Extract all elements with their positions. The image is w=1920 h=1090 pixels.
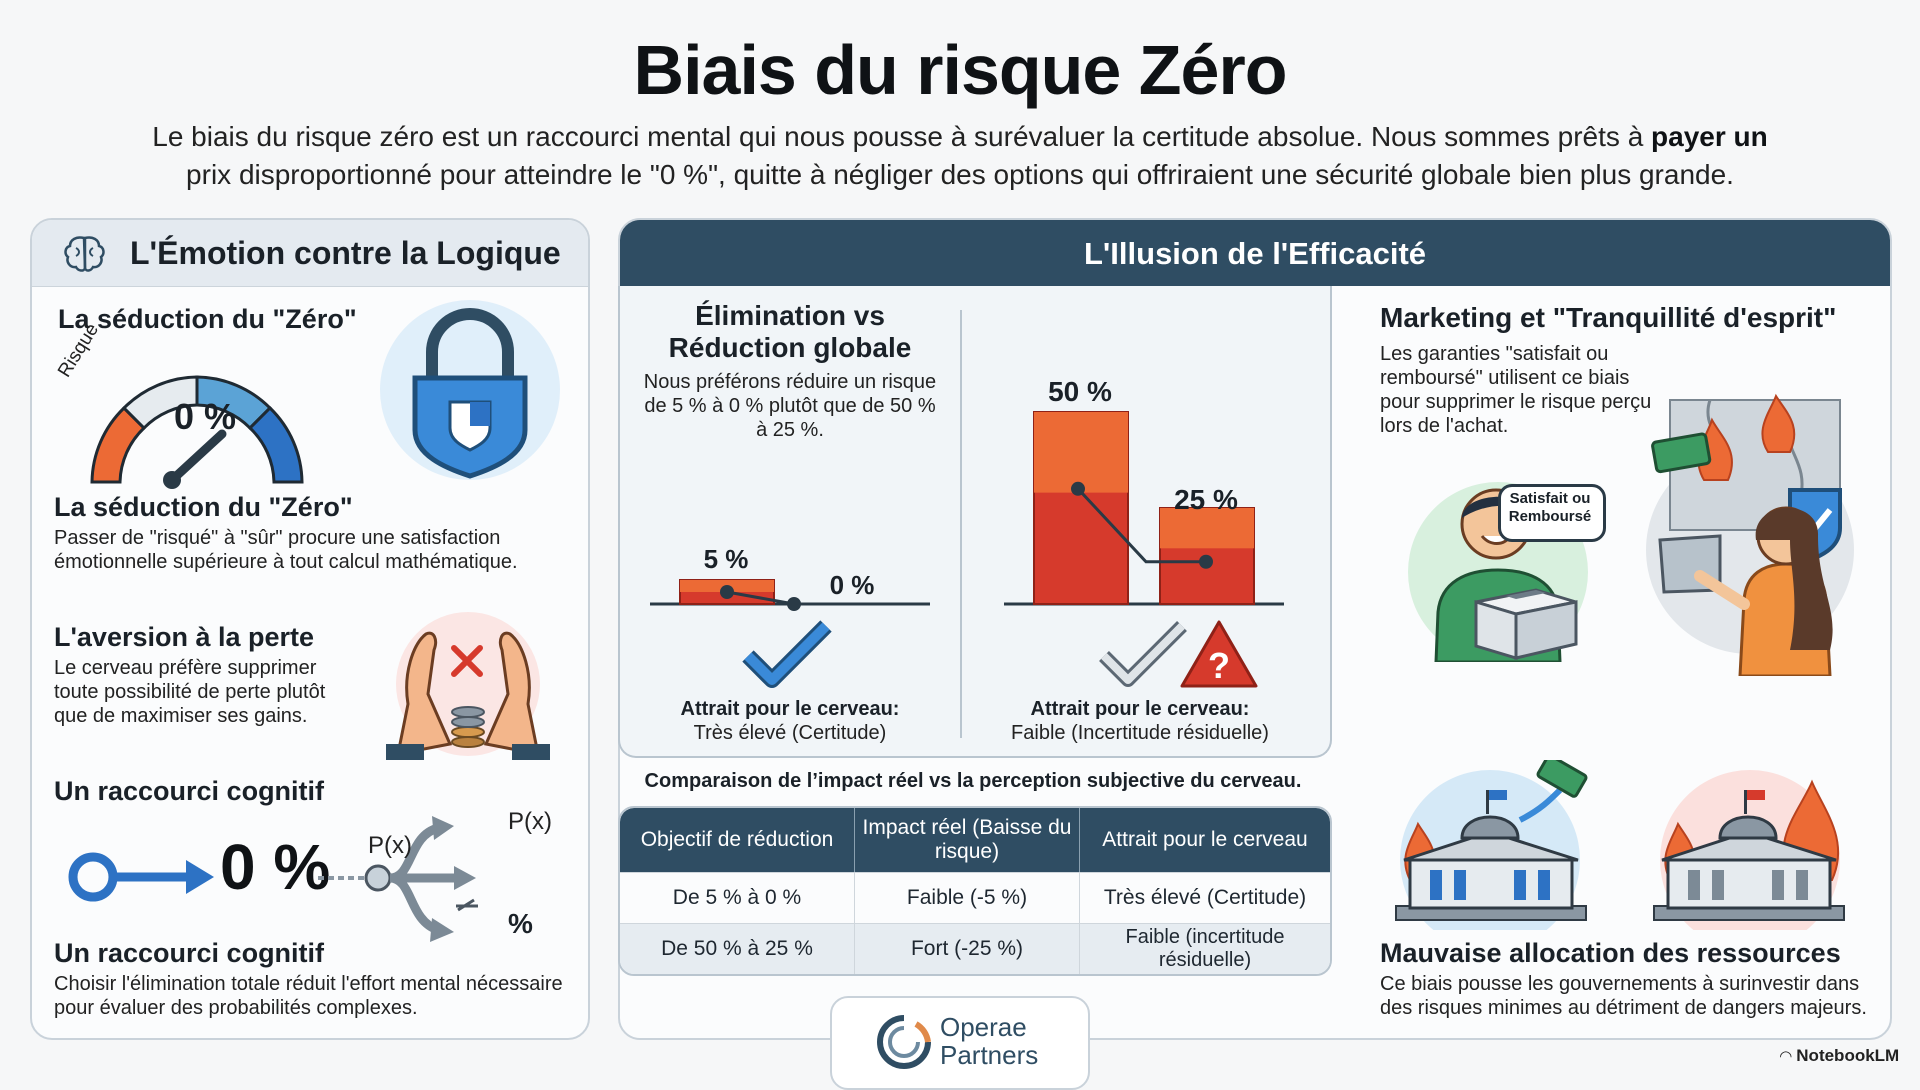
efficacy-panel-title: L'Illusion de l'Efficacité	[1083, 236, 1427, 271]
table-row: De 5 % à 0 % Faible (-5 %) Très élevé (C…	[620, 872, 1330, 923]
notebooklm-watermark: ◠ NotebookLM	[1780, 1046, 1900, 1065]
elimination-heading: Élimination vs Réduction globale	[668, 300, 912, 363]
chart-left-point-2	[787, 597, 801, 611]
table-header-appeal: Attrait pour le cerveau	[1079, 808, 1330, 872]
px-label-a: P(x)	[368, 832, 412, 859]
speech-bubble	[1498, 484, 1606, 542]
brand-name-1: Operae	[940, 1012, 1027, 1042]
page-title: Biais du risque Zéro	[633, 31, 1288, 109]
percent-label: %	[508, 908, 533, 939]
card-divider	[960, 310, 962, 738]
table-cell: De 5 % à 0 %	[620, 872, 854, 923]
shortcut-text: Choisir l'élimination totale réduit l'ef…	[54, 973, 563, 1019]
chart-right-caption: Faible (Incertitude résiduelle)	[1011, 722, 1269, 744]
intro-bold: payer un	[1651, 121, 1768, 152]
chart-left-label-1: 5 %	[703, 544, 749, 574]
chart-large-reduction	[1004, 411, 1284, 606]
hands-coins-icon	[386, 612, 550, 760]
comparison-table-wrap: Objectif de réduction Impact réel (Baiss…	[618, 806, 1332, 976]
brain-icon	[64, 236, 105, 272]
key-arrow-icon	[68, 852, 214, 902]
left-panel: L'Émotion contre la Logique La séduction…	[30, 218, 590, 1040]
warning-question-icon: ?	[1180, 620, 1258, 688]
government-building-water-icon	[1395, 760, 1588, 930]
chart-left-trend-line	[726, 590, 795, 606]
chart-right-point-2	[1199, 554, 1213, 569]
chart-right-trend-line	[1076, 487, 1206, 564]
marketing-text: Les garanties "satisfait ou remboursé" u…	[1380, 343, 1652, 437]
chart-left-point-1	[720, 585, 734, 599]
marketing-heading: Marketing et "Tranquillité d'esprit"	[1380, 302, 1837, 333]
seduction-subheading: La séduction du "Zéro"	[54, 492, 353, 522]
chart-right-bar-1-top	[1034, 412, 1128, 493]
chart-right-label-2: 25 %	[1174, 484, 1238, 515]
chart-right-bar-2-top	[1160, 508, 1254, 549]
government-building-fire-icon	[1653, 770, 1845, 930]
seduction-text: Passer de "risqué" à "sûr" procure une s…	[54, 527, 518, 573]
elimination-text: Nous préférons réduire un risque de 5 % …	[643, 371, 937, 441]
fire-shield-person-icon	[1646, 393, 1854, 676]
left-panel-title: L'Émotion contre la Logique	[130, 235, 561, 271]
table-cell: De 50 % à 25 %	[620, 923, 854, 974]
intro-part-2: prix disproportionné pour atteindre le "…	[186, 159, 1734, 190]
efficacy-panel-header: L'Illusion de l'Efficacité	[620, 220, 1890, 286]
check-icon-gray	[1099, 621, 1187, 687]
table-cell: Faible (incertitude résiduelle)	[1079, 923, 1330, 974]
table-cell: Fort (-25 %)	[854, 923, 1079, 974]
chart-left-caption: Très élevé (Certitude)	[693, 722, 887, 744]
chart-left-label-2: 0 %	[829, 570, 875, 600]
left-panel-header: L'Émotion contre la Logique	[32, 220, 588, 287]
brand-name-2: Partners	[940, 1040, 1039, 1070]
chart-right-point-1	[1071, 481, 1085, 496]
table-header-impact: Impact réel (Baisse du risque)	[854, 808, 1079, 872]
allocation-heading: Mauvaise allocation des ressources	[1380, 938, 1841, 968]
table-caption: Comparaison de l’impact réel vs la perce…	[644, 770, 1302, 792]
svg-text:?: ?	[1208, 645, 1230, 686]
chart-right-caption-bold: Attrait pour le cerveau:	[1030, 698, 1250, 720]
table-header-objective: Objectif de réduction	[620, 808, 854, 872]
seduction-heading: La séduction du "Zéro"	[58, 304, 357, 334]
brand-logo-card: Operae Partners	[830, 996, 1090, 1090]
comparison-table: Objectif de réduction Impact réel (Baiss…	[620, 808, 1330, 974]
watermark-text: NotebookLM	[1796, 1046, 1900, 1065]
chart-left-caption-bold: Attrait pour le cerveau:	[680, 698, 900, 720]
allocation-text: Ce biais pousse les gouvernements à suri…	[1380, 973, 1867, 1019]
px-label-b: P(x)	[508, 808, 552, 835]
speech-bubble-text: Satisfait ou Remboursé	[1508, 490, 1592, 525]
chart-small-reduction	[650, 579, 930, 611]
brand-logo-icon	[877, 1015, 931, 1069]
table-row: De 50 % à 25 % Fort (-25 %) Faible (ince…	[620, 923, 1330, 974]
gauge-value: 0 %	[174, 396, 237, 437]
aversion-text: Le cerveau préfère supprimer toute possi…	[54, 657, 326, 727]
intro-text: Le biais du risque zéro est un raccourci…	[150, 118, 1770, 194]
check-icon-blue	[742, 620, 832, 688]
table-cell: Très élevé (Certitude)	[1079, 872, 1330, 923]
intro-part-1: Le biais du risque zéro est un raccourci…	[152, 121, 1652, 152]
chart-right-label-1: 50 %	[1048, 376, 1112, 407]
risk-gauge-icon	[90, 375, 304, 489]
padlock-shield-icon	[380, 300, 560, 480]
shortcut-zero: 0 %	[220, 831, 331, 903]
aversion-heading: L'aversion à la perte	[54, 622, 315, 652]
table-cell: Faible (-5 %)	[854, 872, 1079, 923]
branching-arrows-icon	[318, 816, 478, 942]
shortcut-heading: Un raccourci cognitif	[54, 776, 325, 806]
shortcut-subheading: Un raccourci cognitif	[54, 938, 325, 968]
